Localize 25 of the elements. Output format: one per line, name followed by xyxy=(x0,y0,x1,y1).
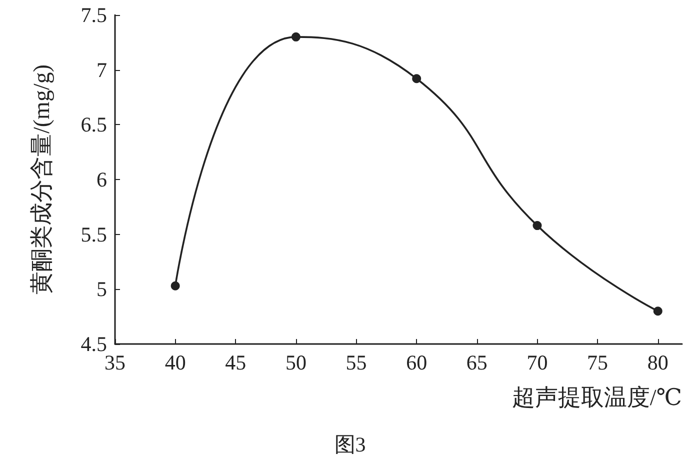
x-tick-label: 55 xyxy=(346,350,367,374)
x-tick-label: 75 xyxy=(587,350,608,374)
y-tick-label: 5 xyxy=(96,277,107,302)
x-tick-label: 60 xyxy=(406,350,428,374)
x-tick-label: 70 xyxy=(526,350,548,374)
caption: 图3 xyxy=(334,432,366,456)
x-tick-label: 65 xyxy=(466,350,488,374)
point xyxy=(412,74,422,84)
y-tick-label: 6.5 xyxy=(80,112,107,137)
x-tick-label: 35 xyxy=(104,350,126,374)
x-tick-label: 80 xyxy=(647,350,668,374)
y-tick-label: 4.5 xyxy=(80,332,107,356)
x-tick-label: 45 xyxy=(225,350,246,374)
y-tick-label: 5.5 xyxy=(80,222,107,246)
y-tick-label: 6 xyxy=(96,168,107,192)
y-tick-label: 7 xyxy=(96,58,107,82)
point xyxy=(532,221,542,230)
y-tick-label: 7.5 xyxy=(80,3,107,27)
y-axis-title: 黄酮类成分含量/(mg/g) xyxy=(29,64,54,294)
x-tick-label: 50 xyxy=(285,350,306,374)
point xyxy=(653,306,662,316)
point xyxy=(170,281,180,290)
x-tick-label: 40 xyxy=(164,350,186,374)
x-axis-title: 超声提取温度/℃ xyxy=(512,385,682,410)
point xyxy=(291,32,300,42)
